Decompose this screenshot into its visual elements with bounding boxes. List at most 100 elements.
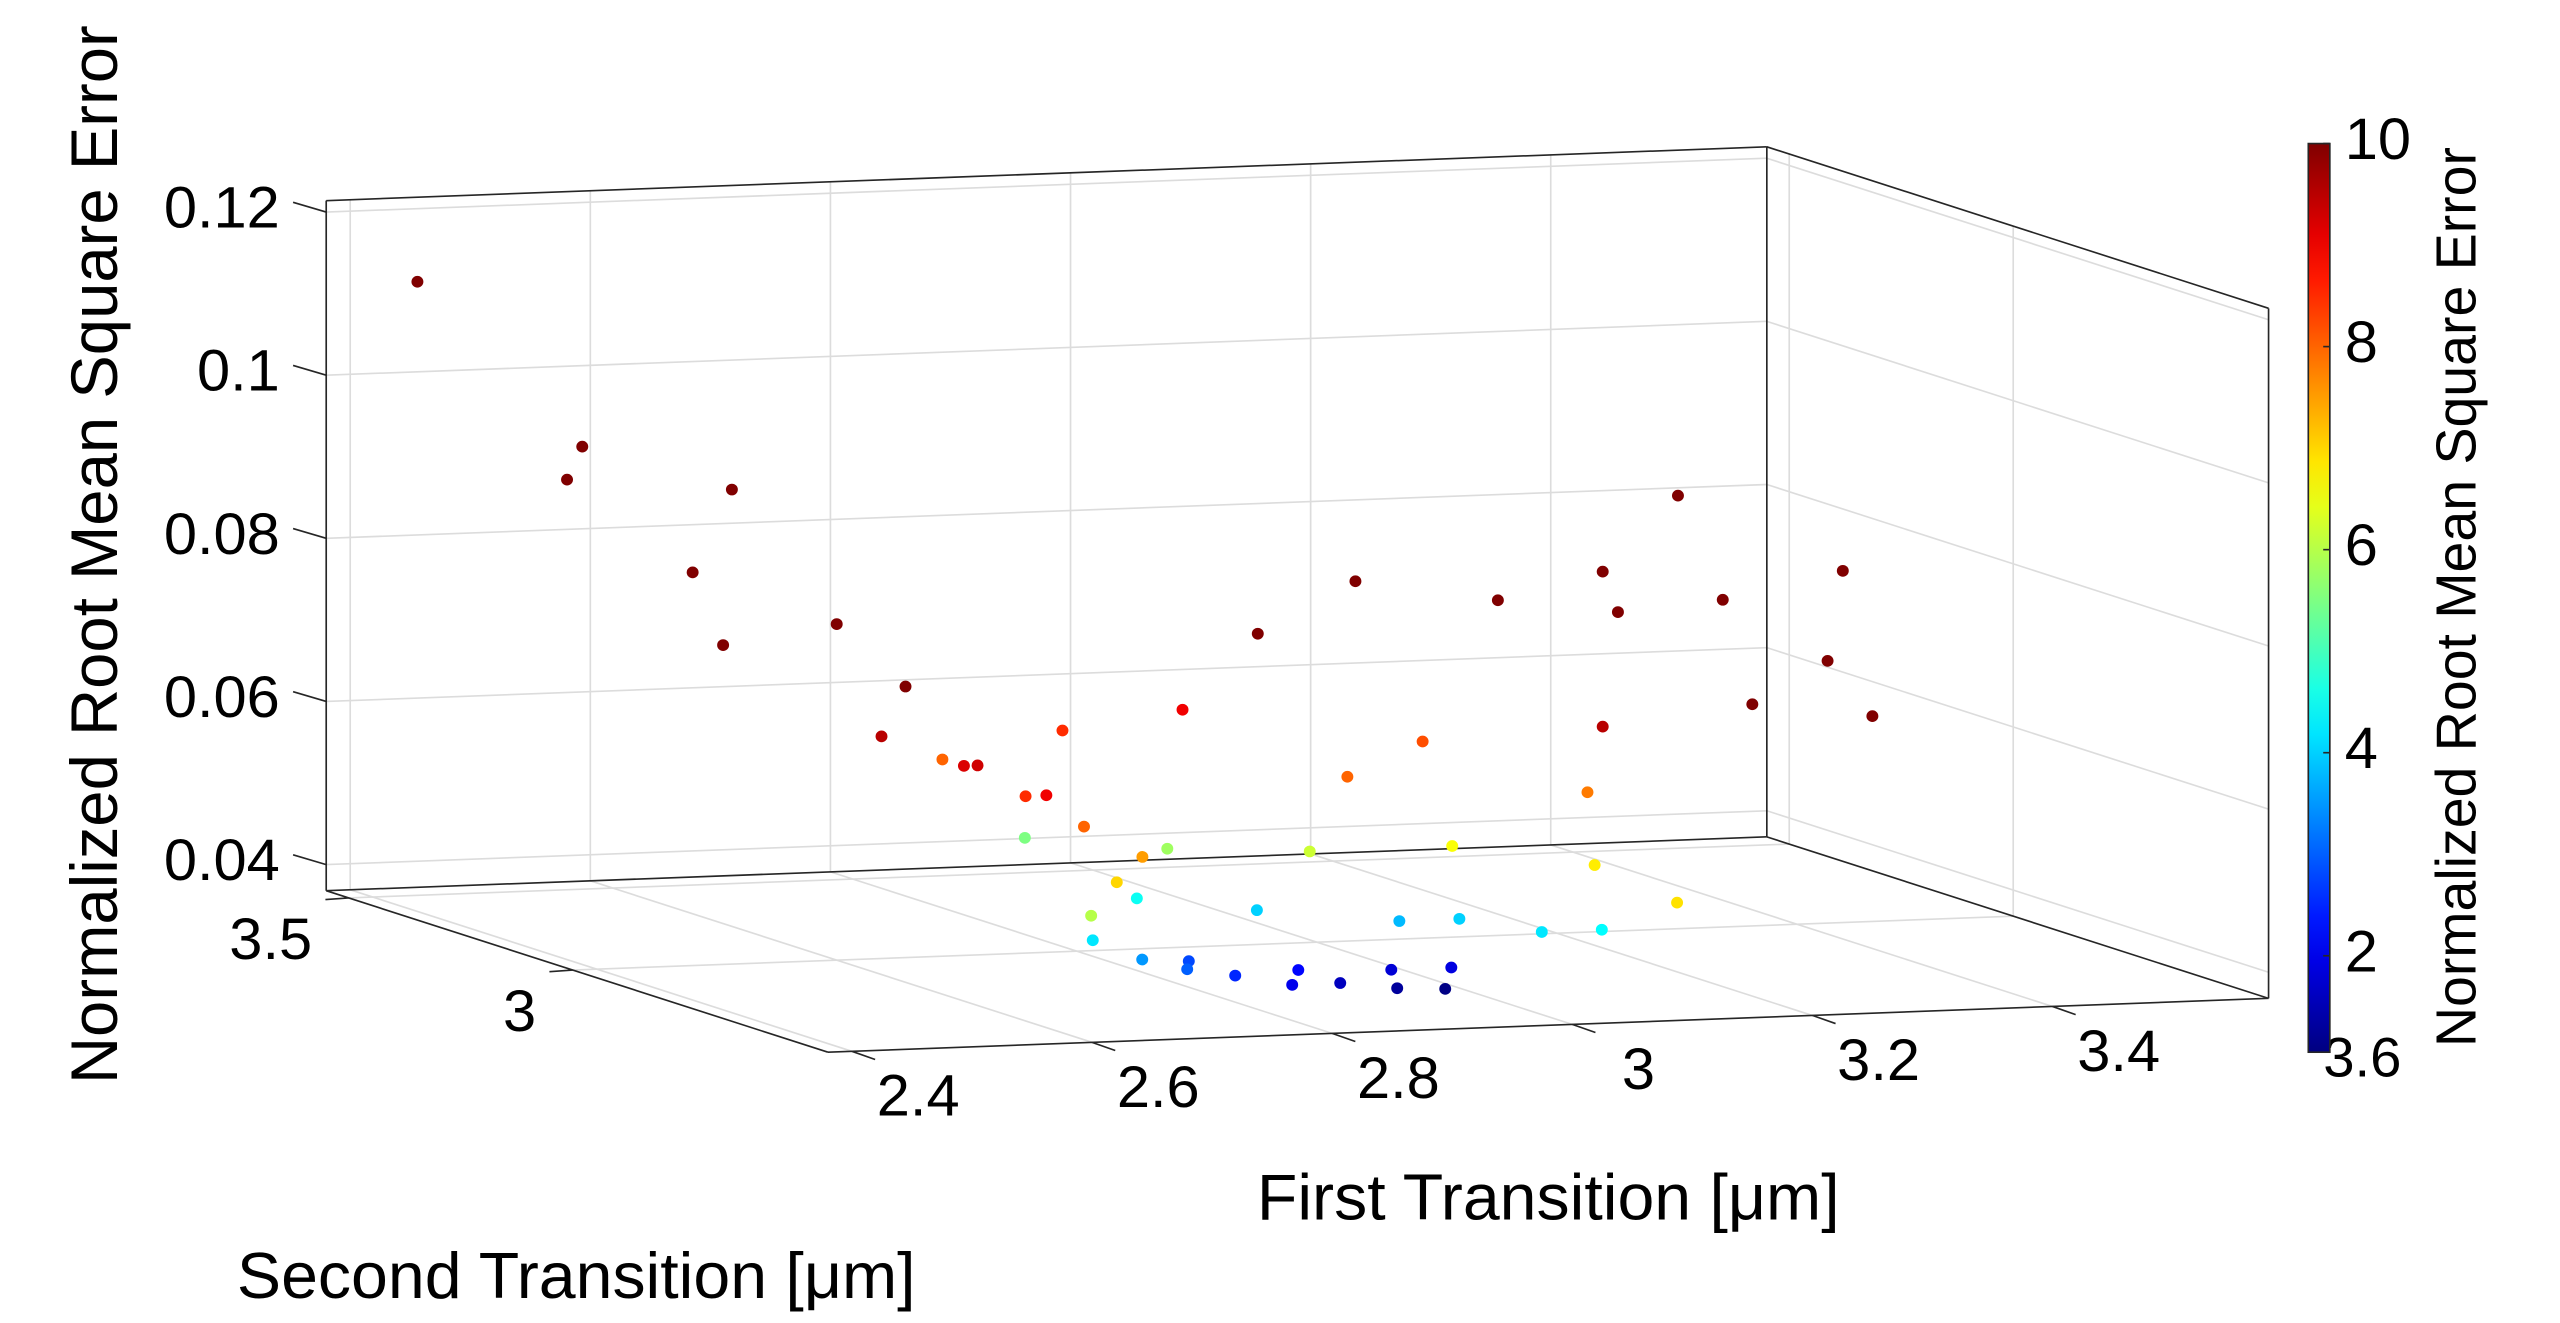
x-tick-label: 3.2 [1837,1026,1920,1092]
grid-line [590,880,1093,1044]
tick-mark [292,854,327,866]
colorbar-bottom-label: 3.6 [2323,1026,2401,1089]
point [561,473,573,486]
point [1491,594,1504,607]
point [1251,627,1264,640]
grid-line [349,889,853,1053]
colorbar-tick-label: 10 [2345,105,2411,171]
grid-line [572,915,2014,971]
z-tick-label: 0.06 [164,663,280,729]
z-tick-label: 0.04 [164,827,280,893]
point [1866,710,1879,722]
grid-line [1070,862,1573,1026]
z-tick-label: 0.12 [164,174,280,240]
grid-line [1766,809,2269,974]
point [971,759,984,772]
colorbar-tick-label: 4 [2345,715,2378,781]
point [1040,789,1053,802]
point [1671,489,1684,502]
tick-mark [1091,1041,1116,1052]
x-axis-label: First Transition [μm] [1257,1160,1840,1233]
grid-line [326,646,1767,703]
point [1611,606,1624,618]
point [1136,953,1149,966]
grid-line [1766,483,2269,647]
point [1671,896,1684,909]
tick-mark [292,201,327,213]
point [1130,892,1143,905]
grid-line [326,320,1767,377]
point [1416,735,1429,748]
point [1334,977,1347,989]
y-tick-label: 3.5 [229,906,312,972]
tick-mark [1812,1014,1836,1025]
point [1176,703,1189,716]
point [1385,963,1398,976]
x-tick-label: 3 [1622,1035,1655,1101]
point [717,639,730,651]
colorbar-tick-label: 2 [2345,918,2378,984]
point [1596,720,1609,733]
point [1391,982,1404,995]
point [1716,593,1729,606]
point [1446,840,1459,852]
point [1746,698,1759,711]
point [411,275,424,288]
point [1595,923,1608,936]
tick-mark [292,527,327,540]
point [1181,963,1194,976]
z-axis-label: Normalized Root Mean Square Error [56,25,131,1084]
point [1086,934,1099,947]
point [1836,564,1849,577]
point [686,566,699,579]
point [830,618,843,630]
points [411,275,1879,995]
point [1019,790,1032,803]
y-tick-label: 3 [503,978,536,1044]
z-tick-label: 0.08 [164,500,280,566]
axis-edge [1766,836,2269,1000]
point [1056,724,1069,737]
point [1292,964,1305,976]
axis-edge [827,997,2269,1054]
point [1136,851,1149,863]
point [1161,842,1174,855]
point [1110,876,1123,889]
point [1303,845,1316,858]
point [899,680,912,693]
x-tick-label: 2.4 [877,1062,960,1128]
tick-mark [1571,1023,1596,1034]
point [1085,909,1098,922]
tick-mark [325,897,349,901]
point [1453,912,1466,925]
axis-edge [1766,146,2269,310]
colorbar-tick-label: 6 [2345,512,2378,578]
y-axis-label: Second Transition [μm] [237,1238,916,1311]
point [1535,926,1548,938]
grid-line [1766,157,2269,321]
tick-mark [1331,1032,1356,1043]
grid-line [326,483,1767,540]
x-tick-label: 2.6 [1117,1053,1200,1119]
point [725,483,738,496]
point [1596,565,1609,578]
tick-mark [851,1050,876,1061]
grid-line [1766,646,2269,810]
axis-edge [326,146,1767,202]
tick-mark [2052,1005,2076,1016]
grid-line [348,843,1790,899]
point [1018,831,1031,844]
point [1341,770,1354,783]
point [1439,982,1452,995]
x-tick-label: 2.8 [1357,1044,1440,1110]
point [1250,904,1263,917]
point [1581,786,1594,799]
point [875,730,888,743]
grid-line [830,871,1333,1035]
point [1229,969,1242,982]
axis-edge [325,889,829,1053]
tick-mark [549,969,573,973]
point [576,440,589,453]
point [1588,859,1601,871]
